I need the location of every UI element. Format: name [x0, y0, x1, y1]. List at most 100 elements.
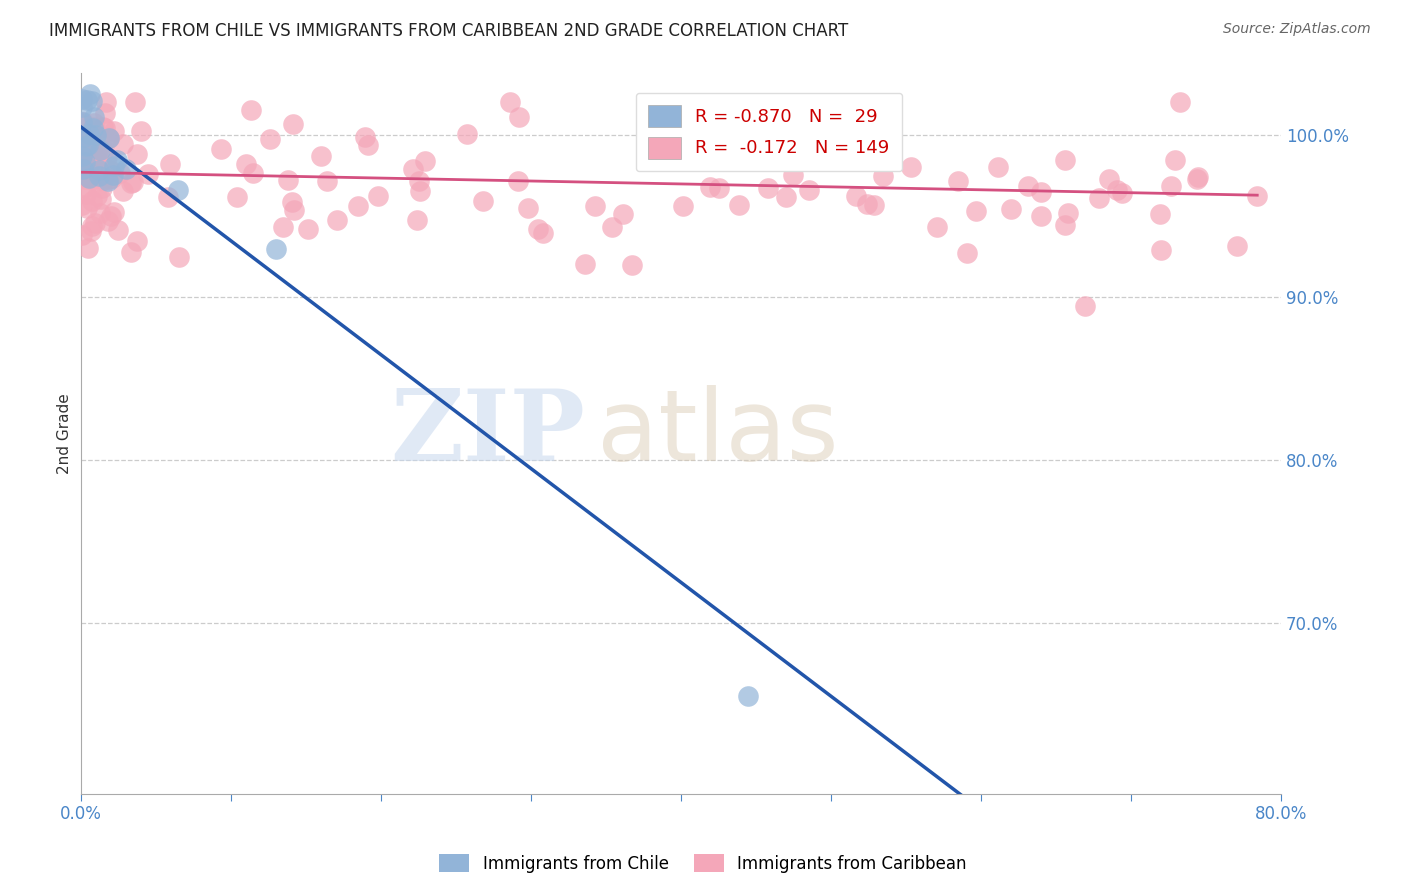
Point — [409, 184, 432, 198]
Point — [73, 130, 96, 145]
Point — [408, 173, 430, 187]
Point — [357, 138, 380, 153]
Point — [70, 198, 93, 212]
Point — [574, 257, 596, 271]
Point — [91, 173, 114, 187]
Point — [94, 121, 117, 136]
Point — [127, 147, 149, 161]
Point — [73, 155, 96, 169]
Point — [672, 199, 695, 213]
Point — [70, 100, 93, 114]
Point — [277, 173, 299, 187]
Point — [1056, 205, 1078, 219]
Text: atlas: atlas — [596, 384, 838, 482]
Point — [1185, 172, 1208, 186]
Point — [103, 160, 125, 174]
Point — [115, 161, 138, 176]
Point — [309, 149, 332, 163]
Point — [96, 150, 118, 164]
Point — [856, 197, 879, 211]
Point — [79, 224, 101, 238]
Point — [1111, 186, 1133, 200]
Point — [91, 180, 114, 194]
Point — [948, 174, 970, 188]
Point — [728, 198, 751, 212]
Point — [737, 689, 759, 703]
Point — [72, 115, 94, 129]
Point — [271, 219, 294, 234]
Point — [1164, 153, 1187, 167]
Point — [797, 183, 820, 197]
Point — [1029, 209, 1052, 223]
Point — [79, 87, 101, 102]
Point — [72, 154, 94, 169]
Point — [86, 147, 108, 161]
Point — [281, 195, 304, 210]
Point — [84, 128, 107, 143]
Text: IMMIGRANTS FROM CHILE VS IMMIGRANTS FROM CARIBBEAN 2ND GRADE CORRELATION CHART: IMMIGRANTS FROM CHILE VS IMMIGRANTS FROM… — [49, 22, 848, 40]
Point — [527, 222, 550, 236]
Point — [90, 192, 112, 206]
Point — [75, 172, 97, 186]
Legend: R = -0.870   N =  29, R =  -0.172   N = 149: R = -0.870 N = 29, R = -0.172 N = 149 — [636, 93, 903, 171]
Point — [70, 115, 93, 129]
Y-axis label: 2nd Grade: 2nd Grade — [58, 393, 72, 474]
Point — [70, 132, 93, 146]
Point — [98, 131, 121, 145]
Point — [1053, 219, 1076, 233]
Point — [707, 180, 730, 194]
Point — [413, 154, 436, 169]
Point — [872, 169, 894, 183]
Point — [80, 194, 103, 208]
Point — [72, 143, 94, 157]
Point — [98, 172, 121, 186]
Point — [1187, 170, 1209, 185]
Point — [70, 170, 93, 185]
Point — [782, 168, 804, 182]
Point — [612, 207, 634, 221]
Point — [956, 245, 979, 260]
Point — [86, 153, 108, 168]
Point — [82, 143, 104, 157]
Point — [76, 201, 98, 215]
Point — [90, 165, 112, 179]
Point — [79, 171, 101, 186]
Point — [103, 205, 125, 219]
Point — [76, 137, 98, 152]
Point — [517, 201, 540, 215]
Point — [86, 188, 108, 202]
Point — [1226, 239, 1249, 253]
Point — [136, 167, 159, 181]
Point — [710, 114, 733, 128]
Point — [72, 138, 94, 153]
Point — [80, 132, 103, 146]
Point — [70, 117, 93, 131]
Point — [259, 132, 281, 146]
Point — [1150, 243, 1173, 257]
Point — [156, 190, 179, 204]
Point — [76, 93, 98, 107]
Point — [129, 124, 152, 138]
Point — [121, 175, 143, 189]
Point — [125, 235, 148, 249]
Point — [105, 153, 128, 168]
Point — [98, 131, 121, 145]
Point — [167, 183, 190, 197]
Point — [1168, 95, 1191, 110]
Point — [225, 190, 247, 204]
Point — [1054, 153, 1077, 167]
Point — [83, 120, 105, 134]
Point — [1087, 191, 1109, 205]
Point — [98, 163, 121, 178]
Point — [83, 110, 105, 124]
Point — [699, 180, 721, 194]
Point — [1160, 178, 1182, 193]
Point — [120, 245, 142, 260]
Point — [96, 95, 118, 110]
Point — [326, 212, 349, 227]
Point — [531, 226, 554, 240]
Point — [112, 184, 135, 198]
Point — [70, 228, 93, 243]
Point — [283, 117, 305, 131]
Point — [900, 160, 922, 174]
